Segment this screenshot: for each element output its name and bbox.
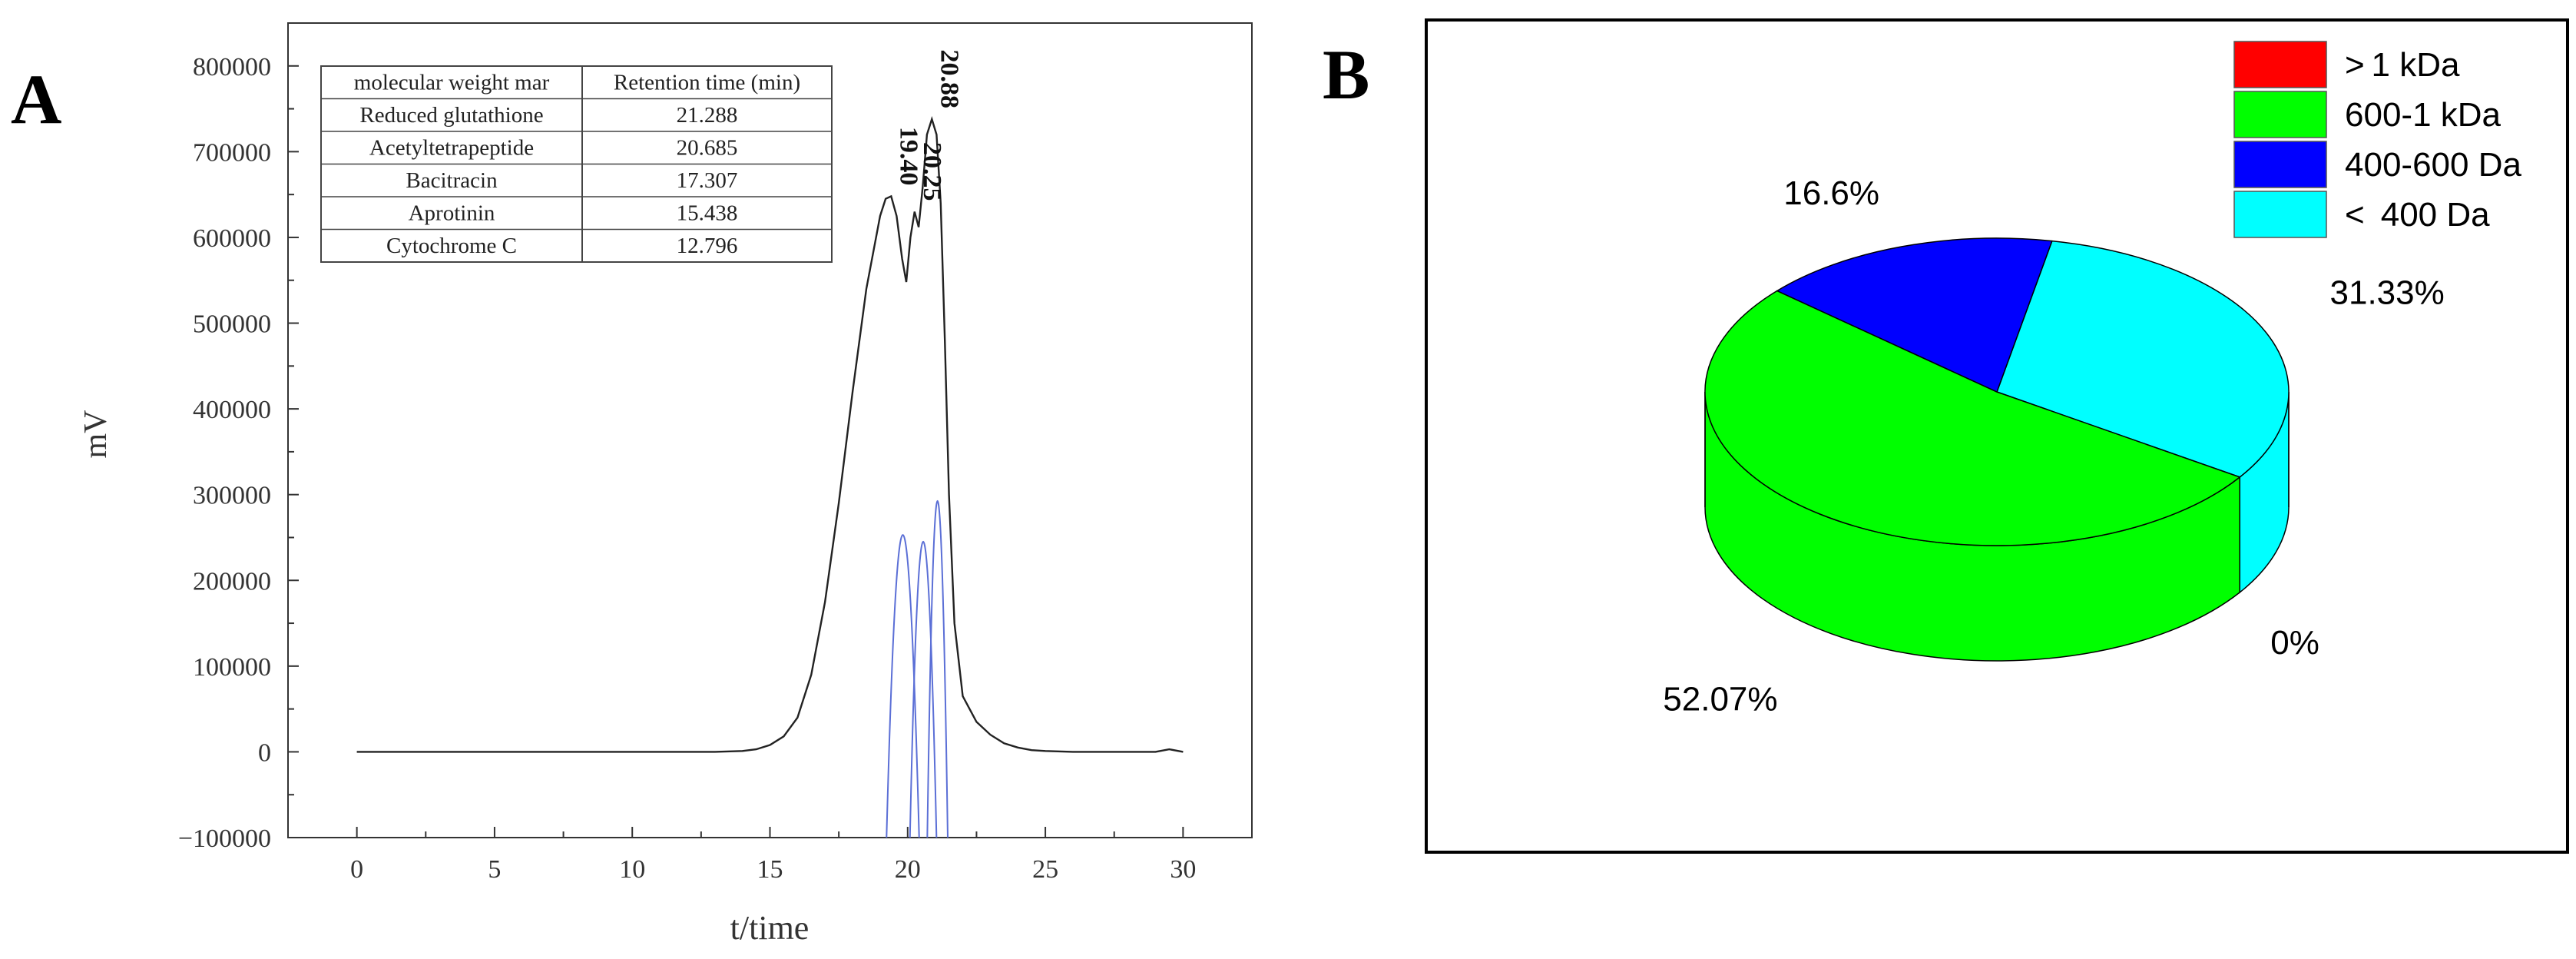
panel-label-b: B <box>1323 35 1369 114</box>
table-cell: 12.796 <box>677 234 738 258</box>
panel-b: B 31.33% 0% 52.07% 16.6% > 1 kDa 600-1 kDa 40… <box>1323 18 2569 854</box>
y-tick-label: 200000 <box>193 567 271 596</box>
x-tick-label: 15 <box>757 855 783 884</box>
x-tick-label: 0 <box>350 855 363 884</box>
table-cell: 15.438 <box>677 201 738 226</box>
x-tick-label: 10 <box>619 855 645 884</box>
y-tick-label: 700000 <box>193 138 271 167</box>
table-header: Retention time (min) <box>614 71 800 95</box>
legend-label: < 400 Da <box>2345 196 2490 234</box>
y-tick-label: 400000 <box>193 396 271 424</box>
x-tick-label: 30 <box>1170 855 1196 884</box>
legend-swatch <box>2233 91 2327 138</box>
y-tick-label: 100000 <box>193 653 271 682</box>
axis-ticks: 0 5 10 15 20 25 30 −100000 0 100000 200000 300000 40… <box>178 53 1197 884</box>
peak-label: 20.88 <box>935 49 963 108</box>
panel-a: A 0 5 10 15 20 25 30 −100000 0 100000 200000 300000… <box>11 22 1253 947</box>
pie-value-label: 31.33% <box>2330 274 2445 312</box>
y-axis-label: mV <box>78 410 114 459</box>
pie-value-label: 0% <box>2270 624 2319 662</box>
y-tick-label: 600000 <box>193 224 271 253</box>
pie-chart <box>1704 237 2290 662</box>
pie-slice <box>1776 237 2053 393</box>
peak-label: 20.25 <box>918 142 946 201</box>
table-cell: 20.685 <box>677 136 738 161</box>
legend-swatch <box>2233 41 2327 88</box>
peak-band-line <box>909 541 938 838</box>
pie-value-labels: 31.33% 0% 52.07% 16.6% <box>1663 174 2444 718</box>
chromatogram-line <box>356 115 1184 753</box>
panel-label-a: A <box>11 60 61 138</box>
pie-slice <box>1996 240 2290 478</box>
x-tick-label: 20 <box>895 855 921 884</box>
table-cell: Cytochrome C <box>386 234 517 258</box>
y-tick-label: 800000 <box>193 53 271 81</box>
y-tick-label: −100000 <box>178 825 271 853</box>
legend: > 1 kDa 600-1 kDa 400-600 Da < 400 Da <box>2233 41 2521 238</box>
table-cell: Aprotinin <box>409 201 495 226</box>
table-cell: Reduced glutathione <box>359 103 543 128</box>
pie-value-label: 16.6% <box>1783 174 1879 212</box>
table-cell: 21.288 <box>677 103 738 128</box>
legend-swatch <box>2233 141 2327 188</box>
legend-swatch <box>2233 191 2327 238</box>
y-tick-label: 0 <box>258 738 271 767</box>
pie-slice <box>1704 290 2241 546</box>
peak-lines <box>886 500 949 838</box>
legend-label: 400-600 Da <box>2345 146 2521 184</box>
y-tick-label: 300000 <box>193 482 271 510</box>
pie-value-label: 52.07% <box>1663 680 1777 718</box>
x-axis-label: t/time <box>730 909 810 947</box>
peak-label: 19.40 <box>894 127 922 186</box>
pie-frame <box>1425 18 2569 854</box>
x-tick-label: 5 <box>488 855 501 884</box>
table-cell: Acetyltetrapeptide <box>369 136 534 161</box>
x-tick-label: 25 <box>1032 855 1058 884</box>
table-cell: Bacitracin <box>406 168 498 193</box>
peak-band-line <box>926 500 949 838</box>
legend-label: 600-1 kDa <box>2345 96 2502 134</box>
y-tick-label: 500000 <box>193 310 271 339</box>
retention-table: molecular weight mar Retention time (min)… <box>320 65 833 263</box>
table-header: molecular weight mar <box>354 71 550 95</box>
legend-label: > 1 kDa <box>2345 46 2460 84</box>
table-cell: 17.307 <box>677 168 738 193</box>
